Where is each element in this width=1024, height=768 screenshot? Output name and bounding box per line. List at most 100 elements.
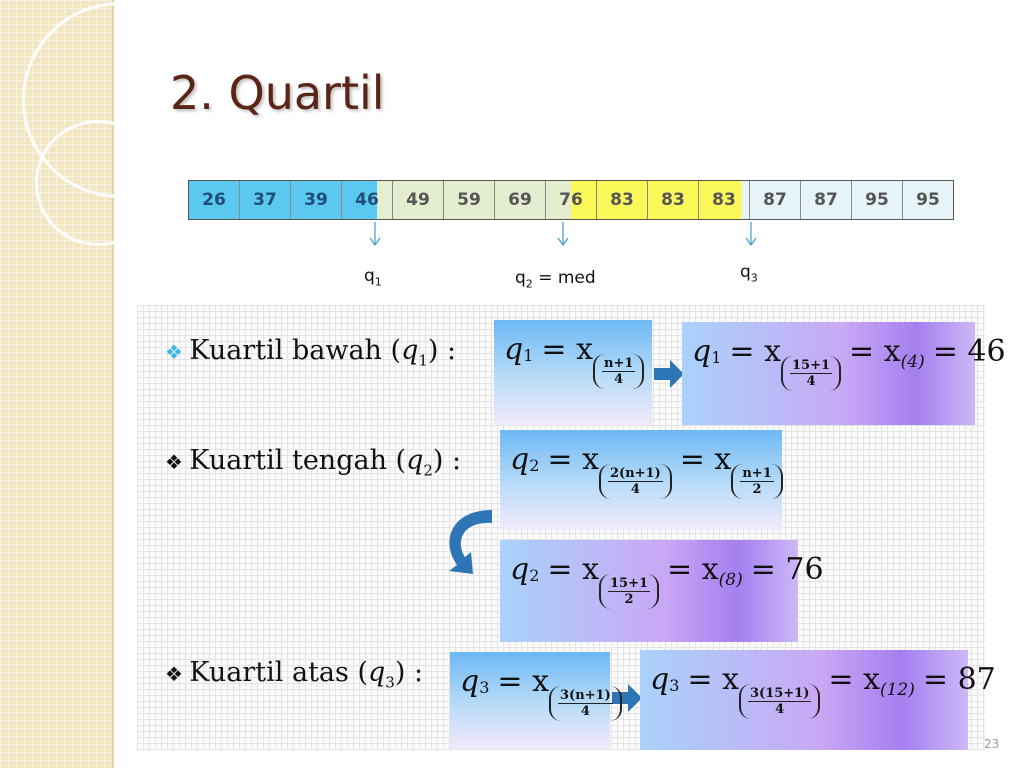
- formula-text: q: [650, 662, 670, 697]
- row-var: q: [406, 445, 424, 476]
- formula-token: = x n+1 2: [680, 442, 783, 499]
- data-table: 26 37 39 46 49 59 69 76 83 83 83 87 87 95 95: [188, 180, 954, 220]
- table-cell: 87: [749, 181, 800, 219]
- table-cell: 39: [290, 181, 341, 219]
- formula-sub: 1: [711, 348, 722, 367]
- fraction: 3(15+1) 4: [739, 684, 821, 719]
- formula-token: = 87: [923, 662, 996, 697]
- formula-token: = 76: [751, 552, 824, 587]
- formula-text: = x: [497, 664, 549, 699]
- marker-var: q: [740, 262, 751, 282]
- numerator: 3(15+1): [748, 686, 812, 702]
- formula-token: = x 2(n+1) 4: [547, 442, 672, 499]
- formula-text: = x: [729, 334, 781, 369]
- row-var: q: [368, 657, 386, 688]
- row-var: q: [401, 335, 419, 366]
- numerator: 2(n+1): [608, 466, 663, 482]
- quartile-marker: q2 = med: [515, 268, 596, 290]
- row-suffix: ) :: [427, 335, 457, 366]
- bullet: ❖: [165, 450, 190, 474]
- marker-sub: 3: [750, 271, 758, 285]
- row-prefix: Kuartil tengah (: [189, 445, 407, 476]
- formula-text: q: [510, 442, 530, 477]
- table-cell: 69: [494, 181, 545, 219]
- formula-text: q: [460, 664, 480, 699]
- table-cell: 95: [902, 181, 953, 219]
- table-cell: 59: [443, 181, 494, 219]
- slide-number: 23: [984, 737, 1000, 751]
- formula-token: = x (8): [667, 552, 743, 590]
- formula-text: = 87: [922, 662, 996, 697]
- formula-text: = x: [547, 442, 599, 477]
- fraction: 3(n+1) 4: [549, 686, 622, 721]
- table-cell: 87: [800, 181, 851, 219]
- table-cell: 83: [647, 181, 698, 219]
- formula-text: = x: [849, 334, 901, 369]
- numerator: n+1: [740, 466, 774, 482]
- numerator: 3(n+1): [558, 688, 613, 704]
- formula-text: = x: [687, 662, 739, 697]
- marker-suffix: = med: [538, 268, 596, 288]
- formula-token: = x 15+1 2: [547, 552, 660, 609]
- formula-box: q 1 = x 15+1 4 = x (4) = 46: [682, 322, 1006, 425]
- table-cell: 95: [851, 181, 902, 219]
- denominator: 2: [624, 592, 634, 607]
- formula-box: q 3 = x 3(n+1) 4: [450, 652, 622, 749]
- formula-box: q 2 = x 15+1 2 = x (8) = 76: [500, 540, 824, 642]
- decor-ring: [35, 120, 161, 246]
- row-prefix: Kuartil bawah (: [189, 335, 402, 366]
- formula-index: (12): [879, 680, 915, 700]
- formula-box: q 1 = x n+1 4: [494, 320, 652, 425]
- formula-token: = x (4): [849, 334, 925, 372]
- denominator: 2: [752, 482, 762, 497]
- marker-var: q: [515, 268, 526, 288]
- row-sub: 1: [418, 351, 428, 370]
- quartile-marker: q3: [740, 262, 758, 284]
- table-cell: 83: [698, 181, 749, 219]
- formula-text: = 76: [750, 552, 824, 587]
- fraction: 15+1 2: [599, 574, 660, 609]
- formula-text: = 46: [932, 334, 1006, 369]
- table-cell: 49: [392, 181, 443, 219]
- denominator: 4: [630, 482, 640, 497]
- formula-token: = 46: [933, 334, 1006, 369]
- row-label: ❖ Kuartil atas (q3) :: [165, 657, 423, 691]
- fraction: n+1 4: [593, 354, 645, 389]
- formula-index: (8): [718, 570, 743, 590]
- row-sub: 2: [423, 461, 433, 480]
- row-suffix: ) :: [432, 445, 462, 476]
- formula-text: = x: [679, 442, 732, 477]
- bullet: ❖: [165, 662, 190, 686]
- denominator: 4: [580, 704, 590, 719]
- numerator: n+1: [602, 356, 636, 372]
- fraction: 15+1 4: [781, 356, 842, 391]
- denominator: 4: [614, 372, 624, 387]
- row-suffix: ) :: [394, 657, 424, 688]
- numerator: 15+1: [608, 576, 651, 592]
- formula-sub: 3: [479, 678, 490, 697]
- denominator: 4: [806, 374, 816, 389]
- marker-sub: 1: [374, 275, 382, 289]
- formula-box: q 3 = x 3(15+1) 4 = x (12) = 87: [640, 650, 996, 750]
- bullet: ❖: [165, 340, 190, 364]
- fraction: 2(n+1) 4: [599, 464, 672, 499]
- arrows: [369, 222, 757, 247]
- formula-text: = x: [547, 552, 599, 587]
- table-cell: 26: [189, 181, 239, 219]
- formula-text: q: [510, 552, 530, 587]
- row-sub: 3: [385, 673, 395, 692]
- row-label: ❖ Kuartil tengah (q2) :: [165, 445, 461, 479]
- slide-title: 2. Quartil: [170, 66, 385, 120]
- marker-sub: 2: [525, 277, 533, 291]
- formula-sub: 2: [529, 456, 540, 475]
- table-cell: 83: [596, 181, 647, 219]
- formula-text: q: [504, 332, 524, 367]
- formula-index: (4): [900, 352, 925, 372]
